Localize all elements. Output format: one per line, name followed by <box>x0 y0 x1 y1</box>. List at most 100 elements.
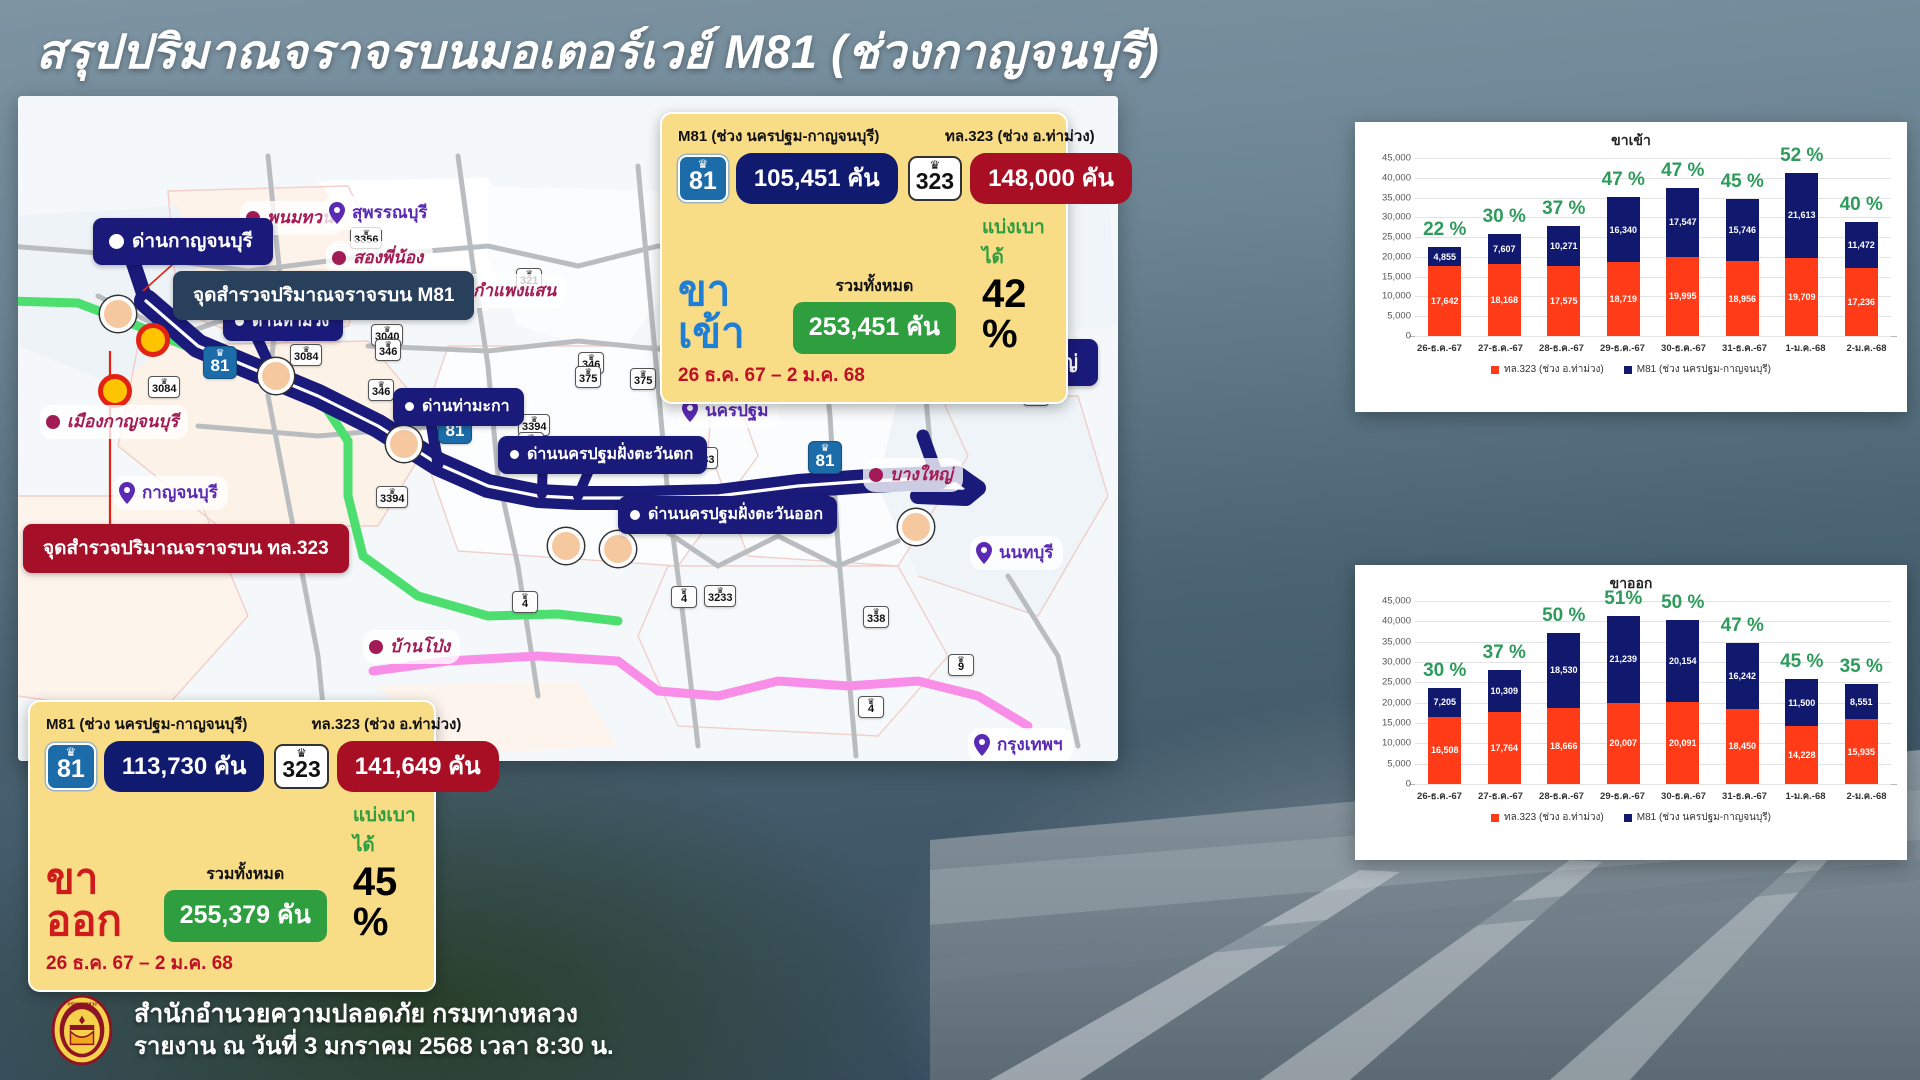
chart-bar[interactable]: 30 % 7,607 18,168 <box>1483 158 1526 336</box>
city-label-mueang-kanchanaburi: เมืองกาญจนบุรี <box>40 405 189 439</box>
inbound-pct-value: 42 % <box>981 272 1027 356</box>
bar-percent-label: 47 % <box>1720 614 1764 636</box>
gridline <box>1415 336 1891 337</box>
bar-segment-m81: 16,340 <box>1606 197 1640 262</box>
gate-label-nakhonpathom-west[interactable]: ด่านนครปฐมฝั่งตะวันตก <box>498 436 708 474</box>
x-axis-tick: 30-ธ.ค.-67 <box>1661 343 1706 354</box>
chart-bar[interactable]: 40 % 11,472 17,236 <box>1840 158 1883 336</box>
gridline <box>1415 784 1891 785</box>
chart-plot-area: 45,000 40,000 35,000 30,000 25,000 20,000 15,0… <box>1382 145 1891 342</box>
gate-node-nakhonpathom-west <box>548 528 584 564</box>
city-label-bang-yai: บางใหญ่ <box>863 458 963 492</box>
bar-percent-label: 51% <box>1604 588 1643 610</box>
bar-segment-323: 17,575 <box>1547 266 1581 336</box>
gridline <box>1415 296 1891 298</box>
chart-legend: ทล.323 (ช่วง อ.ท่าม่วง) M81 (ช่วง นครปฐม-… <box>1355 362 1907 385</box>
x-axis-tick: 31-ธ.ค.-67 <box>1722 343 1767 354</box>
gate-label-nakhonpathom-east[interactable]: ด่านนครปฐมฝั่งตะวันออก <box>618 496 838 534</box>
inbound-direction-label: ขาเข้า <box>678 267 745 356</box>
bar-segment-323: 18,450 <box>1725 708 1759 784</box>
y-axis-tick: 25,000 <box>1381 676 1411 688</box>
legend-label: ทล.323 (ช่วง อ.ท่าม่วง) <box>1503 812 1604 823</box>
chart-title: ขาออก <box>1609 575 1653 591</box>
chart-card-outbound[interactable]: ขาออก 45,000 40,000 35,000 30,000 25,000 20,00… <box>1355 565 1907 860</box>
gate-node-bangyai <box>898 509 934 545</box>
gridline <box>1415 177 1891 179</box>
chart-bar[interactable]: 37 % 10,271 17,575 <box>1542 158 1585 336</box>
chart-bar[interactable]: 50 % 18,530 18,666 <box>1542 601 1585 784</box>
x-axis-tick: 26-ธ.ค.-67 <box>1417 343 1462 354</box>
route-shield-3084b: ♛ 3084 <box>148 376 181 398</box>
gridline <box>1415 158 1891 159</box>
y-axis-tick: 15,000 <box>1381 271 1411 283</box>
chart-bar[interactable]: 45 % 15,746 18,956 <box>1721 158 1764 336</box>
x-axis-tick: 27-ธ.ค.-67 <box>1478 343 1523 354</box>
chart-bar[interactable]: 47 % 16,340 18,719 <box>1602 158 1645 336</box>
x-axis-tick: 1-ม.ค.-68 <box>1785 343 1826 354</box>
bullet-icon <box>510 450 519 459</box>
gridline <box>1415 662 1891 663</box>
chart-bar[interactable]: 47 % 17,547 19,995 <box>1661 158 1704 336</box>
route-shield-4c: ♛ 4 <box>858 696 884 718</box>
bar-segment-323: 17,642 <box>1428 266 1462 336</box>
x-axis-tick: 2-ม.ค.-68 <box>1846 791 1887 802</box>
legend-label: ทล.323 (ช่วง อ.ท่าม่วง) <box>1503 364 1604 375</box>
y-axis-tick: 40,000 <box>1381 615 1411 627</box>
chart-title: ขาเข้า <box>1611 132 1651 148</box>
gate-label-thamaka[interactable]: ด่านท่ามะกา <box>393 388 524 426</box>
legend-item[interactable]: M81 (ช่วง นครปฐม-กาญจนบุรี) <box>1623 810 1771 825</box>
route-badge-81: ♛ 81 <box>46 743 96 790</box>
outbound-date-range: 26 ธ.ค. 67 – 2 ม.ค. 68 <box>46 953 233 974</box>
y-axis-tick: 30,000 <box>1381 656 1411 668</box>
x-axis-tick: 29-ธ.ค.-67 <box>1600 343 1645 354</box>
chart-bar[interactable]: 52 % 21,613 19,709 <box>1780 145 1823 336</box>
city-label-bangkok: กรุงเทพฯ <box>968 728 1073 761</box>
y-axis-tick: 10,000 <box>1381 290 1411 302</box>
survey-label-323[interactable]: จุดสำรวจปริมาณจราจรบน ทล.323 <box>23 524 349 573</box>
x-axis-tick: 29-ธ.ค.-67 <box>1600 791 1645 802</box>
gridline <box>1415 682 1891 684</box>
chart-bar[interactable]: 22 % 4,855 17,642 <box>1423 158 1466 336</box>
route-shield-3233b: ♛ 3233 <box>704 585 737 607</box>
inbound-pct-heading: แบ่งเบาได้ <box>981 217 1045 268</box>
chart-bar[interactable]: 51% 21,239 20,007 <box>1604 588 1642 784</box>
bar-segment-m81: 21,239 <box>1606 616 1640 703</box>
y-axis-tick: 0 <box>1405 778 1411 790</box>
chart-bar[interactable]: 45 % 11,500 14,228 <box>1780 601 1823 784</box>
bar-segment-323: 19,995 <box>1666 256 1700 336</box>
chart-card-inbound[interactable]: ขาเข้า 45,000 40,000 35,000 30,000 25,000 20,0… <box>1355 122 1907 412</box>
legend-label: M81 (ช่วง นครปฐม-กาญจนบุรี) <box>1636 364 1771 375</box>
bar-percent-label: 50 % <box>1661 592 1705 614</box>
legend-swatch <box>1490 365 1499 374</box>
bar-segment-323: 18,956 <box>1725 261 1759 336</box>
legend-swatch <box>1490 813 1499 822</box>
gate-node-kanchanaburi <box>100 296 136 332</box>
bar-segment-323: 16,508 <box>1428 716 1462 784</box>
chart-bar[interactable]: 50 % 20,154 20,091 <box>1661 592 1704 784</box>
legend-label: M81 (ช่วง นครปฐม-กาญจนบุรี) <box>1636 812 1771 823</box>
chart-bar[interactable]: 35 % 8,551 15,935 <box>1840 601 1883 784</box>
y-axis-tick: 20,000 <box>1381 251 1411 263</box>
chart-bar[interactable]: 47 % 16,242 18,450 <box>1721 601 1764 784</box>
city-label-kanchanaburi: กาญจนบุรี <box>113 476 228 510</box>
chart-bar[interactable]: 30 % 7,205 16,508 <box>1423 601 1466 784</box>
bar-percent-label: 47 % <box>1601 169 1645 191</box>
gate-label-kanchanaburi[interactable]: ด่านกาญจนบุรี <box>93 218 273 265</box>
bar-segment-m81: 17,547 <box>1666 187 1700 257</box>
bar-percent-label: 37 % <box>1482 641 1526 663</box>
gridline <box>1415 641 1891 643</box>
bar-percent-label: 35 % <box>1839 656 1883 678</box>
chart-bar[interactable]: 37 % 10,309 17,764 <box>1483 601 1526 784</box>
chart-plot-area: 45,000 40,000 35,000 30,000 25,000 20,000 15,0… <box>1382 588 1891 790</box>
route-badge-81: ♛ 81 <box>678 155 728 202</box>
x-axis-tick: 28-ธ.ค.-67 <box>1539 343 1584 354</box>
bar-segment-323: 17,236 <box>1844 267 1878 336</box>
stat-box-inbound: M81 (ช่วง นครปฐม-กาญจนบุรี) ♛ 81 105,451 … <box>660 112 1132 404</box>
legend-item[interactable]: ทล.323 (ช่วง อ.ท่าม่วง) <box>1490 362 1604 377</box>
legend-item[interactable]: ทล.323 (ช่วง อ.ท่าม่วง) <box>1490 810 1604 825</box>
route-shield-375b: ♛ 375 <box>575 366 602 388</box>
route-badge-323: ♛ 323 <box>274 744 329 789</box>
outbound-pct-heading: แบ่งเบาได้ <box>352 805 416 856</box>
survey-label-m81[interactable]: จุดสำรวจปริมาณจราจรบน M81 <box>173 271 475 320</box>
legend-item[interactable]: M81 (ช่วง นครปฐม-กาญจนบุรี) <box>1623 362 1771 377</box>
